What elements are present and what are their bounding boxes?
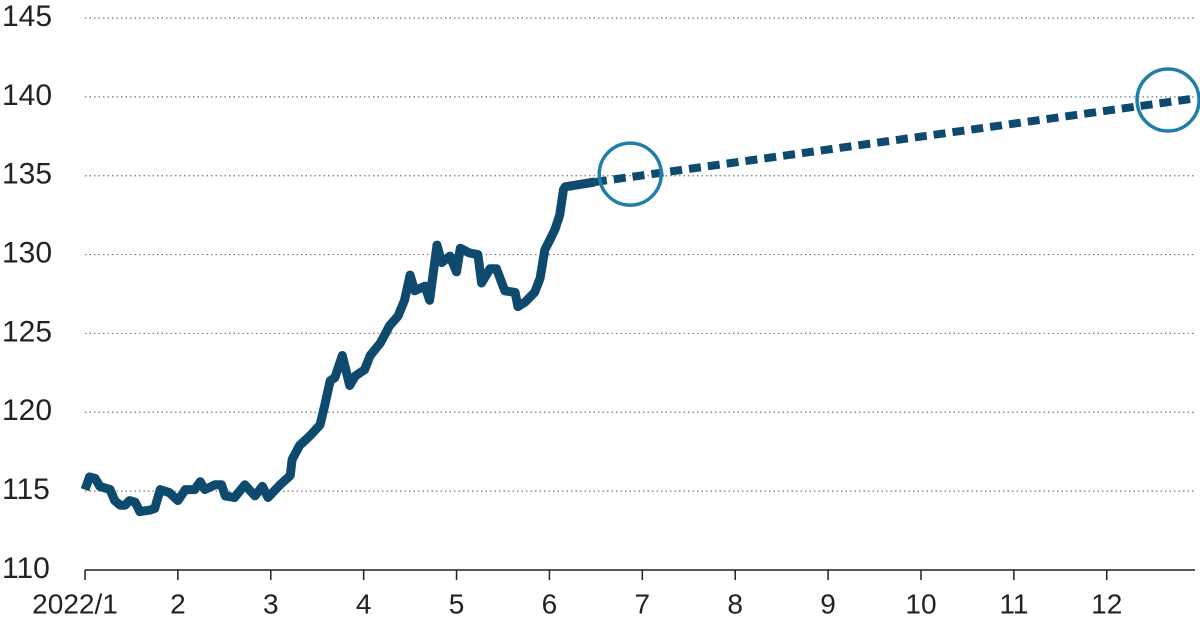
x-tick-label: 5: [449, 588, 465, 619]
x-tick-label: 3: [263, 588, 279, 619]
y-tick-label: 130: [2, 236, 52, 269]
x-tick-label: 11: [999, 588, 1028, 619]
y-tick-label: 140: [2, 79, 52, 112]
x-tick-label: 12: [1091, 588, 1122, 619]
x-tick-label: 2: [170, 588, 186, 619]
x-tick-label: 7: [635, 588, 651, 619]
highlight-circle: [597, 141, 663, 207]
x-tick-label: 9: [820, 588, 836, 619]
y-tick-label: 115: [2, 473, 50, 506]
y-tick-label: 110: [2, 552, 50, 585]
x-tick-label: 4: [356, 588, 372, 619]
x-tick-label: 10: [905, 588, 936, 619]
y-tick-label: 135: [2, 158, 52, 191]
highlight-circle: [1135, 67, 1200, 133]
x-tick-label: 2022/1: [32, 588, 118, 619]
x-tick-label: 8: [727, 588, 743, 619]
series-line: [594, 94, 1196, 186]
x-tick-label: 6: [542, 588, 558, 619]
series-line: [80, 177, 596, 517]
y-tick-label: 125: [2, 315, 52, 348]
y-tick-label: 120: [2, 394, 52, 427]
y-tick-label: 145: [2, 0, 52, 33]
